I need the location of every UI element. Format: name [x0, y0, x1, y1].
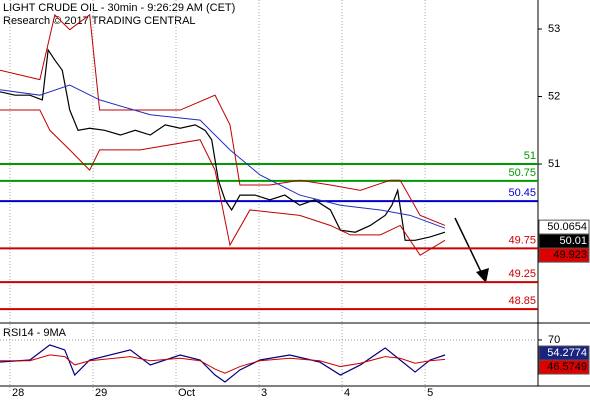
series-line	[0, 344, 446, 383]
rsi-title: RSI14 - 9MA	[3, 327, 67, 339]
chart-title: LIGHT CRUDE OIL - 30min - 9:26:29 AM (CE…	[3, 2, 235, 14]
series-line	[0, 84, 446, 229]
y-tick-label: 70	[548, 334, 560, 346]
price-label: 46.5749	[547, 361, 587, 373]
price-label: 50.01	[559, 235, 587, 247]
price-label-box	[538, 359, 590, 375]
y-tick-label: 53	[548, 23, 560, 35]
level-label: 50.45	[508, 187, 536, 199]
chart-subtitle: Research © 2017 TRADING CENTRAL	[3, 15, 196, 27]
forecast-arrow	[454, 217, 489, 283]
price-label: 49.923	[553, 249, 587, 261]
series-line	[0, 109, 446, 256]
x-tick-label: 29	[95, 387, 107, 399]
price-label-box	[538, 247, 590, 263]
price-label: 50.0654	[547, 221, 587, 233]
y-tick-label: 52	[548, 90, 560, 102]
series-line	[0, 354, 446, 374]
x-tick-label: Oct	[178, 387, 195, 399]
level-label: 50.75	[508, 167, 536, 179]
level-label: 49.25	[508, 268, 536, 280]
level-label: 51	[524, 150, 536, 162]
x-tick-label: 3	[261, 387, 267, 399]
level-label: 48.85	[508, 295, 536, 307]
y-tick-label: 51	[548, 158, 560, 170]
x-tick-label: 28	[12, 387, 24, 399]
series-line	[0, 48, 446, 241]
level-label: 49.75	[508, 234, 536, 246]
series-line	[0, 13, 446, 226]
x-tick-label: 5	[427, 387, 433, 399]
x-tick-label: 4	[344, 387, 350, 399]
price-label: 54.2774	[547, 347, 587, 359]
